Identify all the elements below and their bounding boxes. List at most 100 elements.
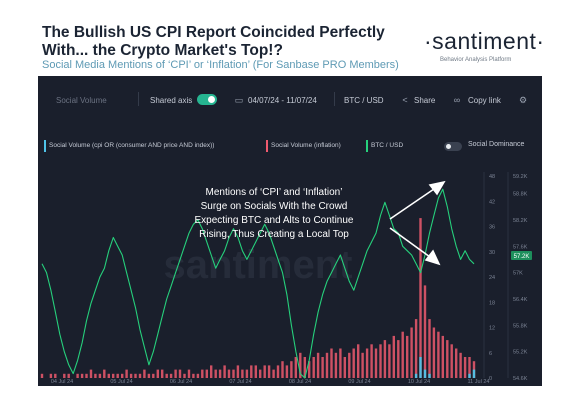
inflation-bar [352, 348, 355, 378]
inflation-bar [419, 218, 422, 378]
legend-item-btc[interactable]: BTC / USD [366, 140, 403, 152]
inflation-bar [236, 365, 240, 378]
inflation-bar [303, 357, 306, 378]
inflation-bar [259, 369, 262, 378]
current-price-badge [511, 251, 532, 260]
inflation-bar [156, 369, 159, 378]
inflation-bar [112, 373, 115, 378]
inflation-bar [432, 327, 436, 378]
social-dominance-label: Social Dominance [468, 141, 525, 148]
inflation-bar [125, 369, 128, 378]
inflation-bar [227, 369, 231, 378]
inflation-bar [67, 373, 70, 378]
inflation-bar [89, 369, 93, 378]
price-tick-label: 55.2K [513, 350, 528, 356]
x-tick-label: 10 Jul 24 [408, 379, 430, 385]
inflation-bar [138, 373, 142, 378]
inflation-bar [334, 352, 338, 379]
inflation-bar [294, 357, 297, 378]
inflation-bar [285, 365, 289, 378]
social-tick-label: 48 [489, 174, 495, 180]
x-tick-label: 08 Jul 24 [289, 379, 311, 385]
chart-toolbar: Social Volume Shared axis ▭ 04/07/24 - 1… [38, 76, 542, 128]
inflation-bar [214, 369, 217, 378]
toolbar-divider [138, 92, 139, 106]
cpi-bar [419, 357, 422, 378]
inflation-bar [174, 369, 177, 378]
inflation-bar [321, 357, 324, 378]
inflation-bar [76, 373, 79, 378]
inflation-bar [250, 365, 253, 378]
cpi-bar [468, 373, 471, 378]
cpi-bar [428, 373, 431, 378]
price-tick-label: 57K [513, 271, 523, 277]
date-range-picker[interactable]: 04/07/24 - 11/07/24 [248, 96, 317, 105]
cpi-bar [423, 369, 427, 378]
social-axis: 0 6 12 18 24 30 36 42 48 [483, 172, 495, 382]
inflation-bar [98, 373, 102, 378]
x-tick-label: 05 Jul 24 [110, 379, 132, 385]
inflation-bar [103, 369, 106, 378]
copy-link-button[interactable]: Copy link [468, 96, 501, 105]
price-tick-label: 55.8K [513, 323, 528, 329]
inflation-bar [232, 369, 235, 378]
x-tick-label: 07 Jul 24 [229, 379, 251, 385]
pair-selector[interactable]: BTC / USD [344, 96, 384, 105]
inflation-bar [348, 352, 351, 379]
legend-item-inflation[interactable]: Social Volume (inflation) [266, 140, 341, 152]
inflation-bar [343, 357, 346, 378]
santiment-logo: ·santiment· [424, 28, 545, 54]
annotation-arrows [389, 180, 446, 266]
inflation-bar [441, 335, 444, 378]
social-tick-label: 12 [489, 326, 495, 332]
toolbar-divider [334, 92, 335, 106]
inflation-bar [312, 357, 315, 378]
inflation-bar [169, 373, 173, 378]
inflation-bar [446, 340, 449, 378]
inflation-bar [357, 344, 360, 378]
inflation-bar [423, 285, 427, 378]
x-tick-label: 04 Jul 24 [51, 379, 73, 385]
social-tick-label: 18 [489, 300, 495, 306]
x-tick-label: 09 Jul 24 [348, 379, 370, 385]
link-icon: ∞ [453, 95, 461, 105]
legend-item-cpi[interactable]: Social Volume (cpi OR (consumer AND pric… [44, 140, 214, 152]
inflation-bar [107, 373, 110, 378]
price-axis: 54.6K 55.2K 55.8K 56.4K 57K 57.6K 58.2K 58.8K 59… [507, 172, 528, 382]
svg-text:Mentions of ‘CPI’ and ‘Inflati: Mentions of ‘CPI’ and ‘Inflation’ [206, 187, 343, 198]
inflation-bar [183, 373, 186, 378]
inflation-bar [308, 361, 311, 378]
inflation-bar [254, 365, 257, 378]
chart-plot: santiment 04 Jul 24 05 Jul 24 06 Jul 24 07 … [40, 172, 532, 385]
x-tick-label: 06 Jul 24 [170, 379, 192, 385]
inflation-bar [406, 335, 409, 378]
price-tick-label: 58.8K [513, 192, 528, 198]
inflation-bar [370, 344, 373, 378]
inflation-bar [339, 348, 342, 378]
shared-axis-toggle[interactable] [197, 94, 217, 105]
inflation-bar [316, 352, 320, 379]
share-button[interactable]: Share [414, 96, 436, 105]
inflation-bar [428, 319, 431, 378]
inflation-bar [116, 373, 119, 378]
inflation-bar [401, 331, 404, 378]
inflation-bar [147, 373, 151, 378]
social-tick-label: 42 [489, 199, 495, 205]
inflation-bar [40, 373, 44, 378]
metric-selector[interactable]: Social Volume [56, 96, 107, 105]
svg-text:Rising, Thus Creating a Local: Rising, Thus Creating a Local Top [199, 229, 349, 240]
inflation-bar [463, 357, 467, 378]
price-tick-label: 57.6K [513, 244, 528, 250]
social-dominance-toggle[interactable] [444, 142, 462, 151]
inflation-bar [267, 365, 271, 378]
settings-gear-icon[interactable]: ⚙ [518, 95, 528, 105]
inflation-bar [161, 369, 164, 378]
logo-tagline: Behavior Analysis Platform [440, 57, 512, 63]
inflation-bar [223, 365, 226, 378]
inflation-bar [263, 365, 266, 378]
inflation-bar [397, 340, 400, 378]
social-tick-label: 6 [489, 351, 492, 357]
inflation-bar [85, 373, 88, 378]
inflation-bar [330, 348, 333, 378]
svg-text:Expecting BTC and Alts to Cont: Expecting BTC and Alts to Continue [195, 215, 354, 226]
